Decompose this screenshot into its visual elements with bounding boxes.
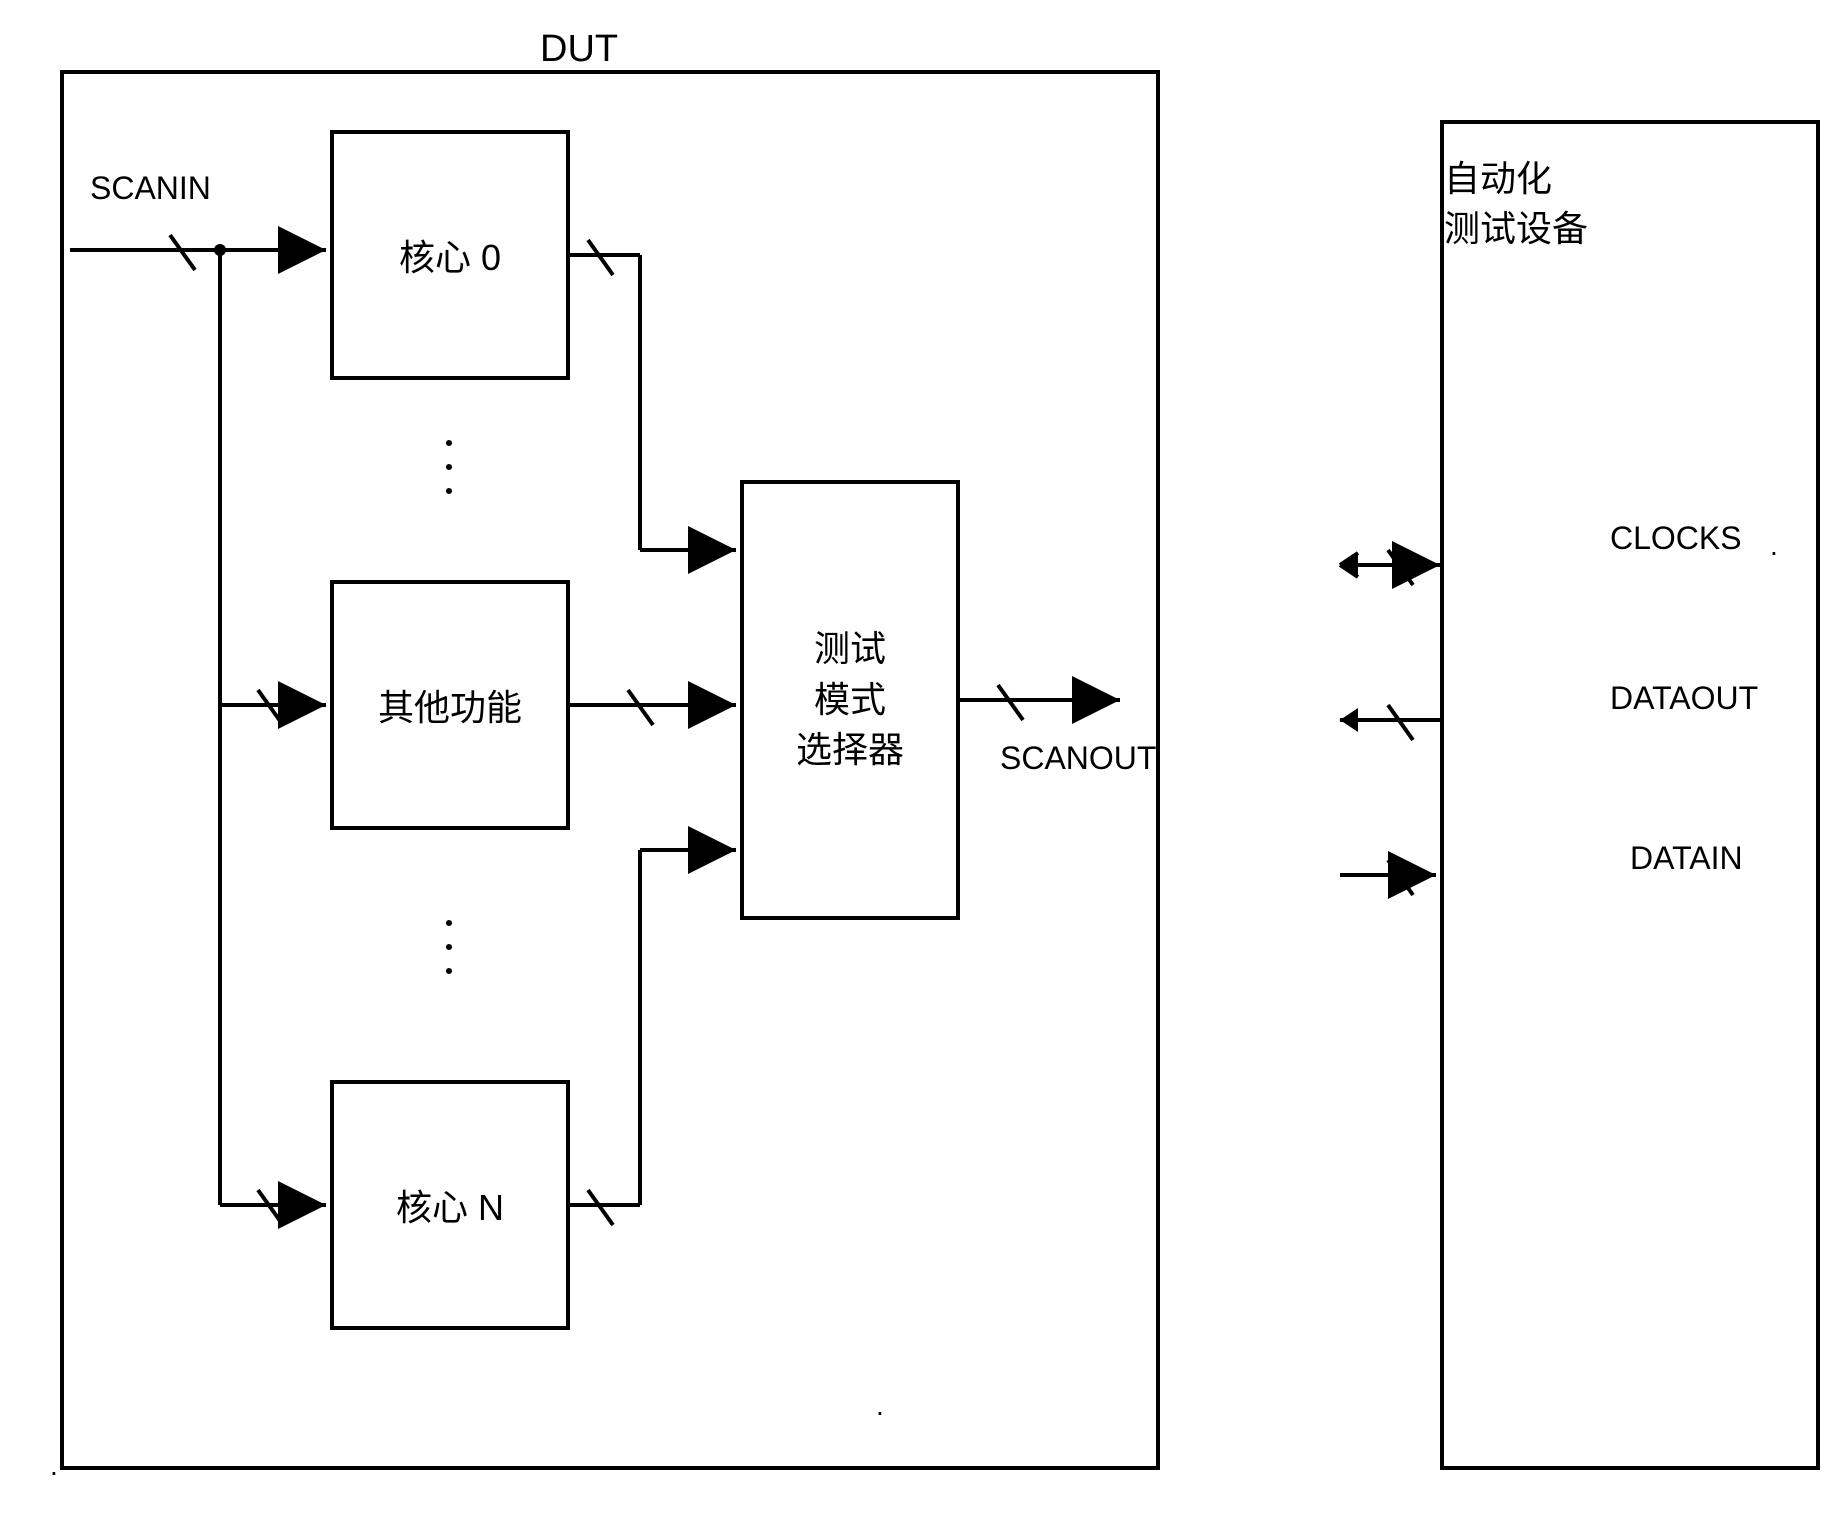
ate-box: 自动化 测试设备 xyxy=(1440,120,1820,1470)
other-function-box: 其他功能 xyxy=(330,580,570,830)
ate-line2: 测试设备 xyxy=(1444,204,1588,254)
scanout-label: SCANOUT xyxy=(1000,740,1156,777)
ate-line1: 自动化 xyxy=(1444,154,1552,204)
period-1: . xyxy=(50,1450,58,1482)
clocks-label: CLOCKS xyxy=(1610,520,1742,557)
diagram-canvas: DUT 核心 0 其他功能 核心 N 测试 模式 选择器 自动化 测试设备 SC… xyxy=(0,0,1848,1532)
selector-line2: 模式 xyxy=(814,675,886,725)
dut-container xyxy=(60,70,1160,1470)
selector-line3: 选择器 xyxy=(796,725,904,775)
ellipsis-lower xyxy=(446,920,452,974)
dut-title: DUT xyxy=(540,28,618,71)
clocks-dot: . xyxy=(1770,530,1778,562)
scanin-label: SCANIN xyxy=(90,170,211,207)
period-2: . xyxy=(876,1390,884,1422)
core0-box: 核心 0 xyxy=(330,130,570,380)
selector-box: 测试 模式 选择器 xyxy=(740,480,960,920)
ellipsis-upper xyxy=(446,440,452,494)
datain-label: DATAIN xyxy=(1630,840,1743,877)
selector-line1: 测试 xyxy=(814,624,886,674)
dataout-label: DATAOUT xyxy=(1610,680,1758,717)
coreN-box: 核心 N xyxy=(330,1080,570,1330)
